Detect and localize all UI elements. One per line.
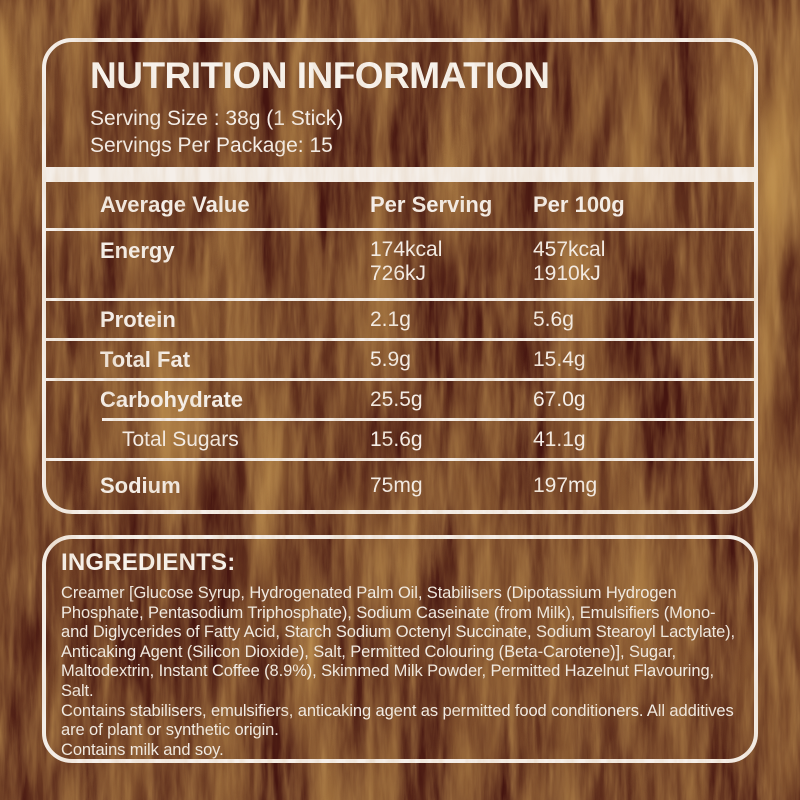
value-per-serving: 25.5g: [370, 387, 423, 411]
nutrition-panel: NUTRITION INFORMATION Serving Size : 38g…: [42, 38, 758, 514]
serving-size-text: Serving Size : 38g (1 Stick): [90, 106, 344, 130]
row-label: Protein: [100, 306, 176, 332]
column-header-average-value: Average Value: [100, 192, 250, 217]
row-label: Carbohydrate: [100, 386, 244, 412]
value-per-100g: 457kcal 1910kJ: [533, 238, 606, 285]
row-label: Energy: [100, 238, 175, 263]
nutrition-title: NUTRITION INFORMATION: [90, 55, 550, 96]
value-per-100g: 41.1g: [533, 427, 586, 451]
value-per-100g: 15.4g: [533, 347, 586, 371]
allergen-note: Contains milk and soy.: [61, 740, 224, 759]
value-per-100g: 197mg: [533, 473, 598, 497]
row-label-subitem: Total Sugars: [122, 427, 239, 451]
servings-per-package-text: Servings Per Package: 15: [90, 133, 333, 157]
value-per-serving: 2.1g: [370, 307, 411, 331]
value-per-serving: 15.6g: [370, 427, 423, 451]
table-column-header-row: Average Value Per Serving Per 100g: [46, 182, 754, 228]
ingredients-composition-text: Creamer [Glucose Syrup, Hydrogenated Pal…: [61, 584, 736, 700]
row-label: Sodium: [100, 472, 181, 498]
row-label: Total Fat: [100, 346, 191, 372]
column-header-per-serving: Per Serving: [370, 192, 493, 217]
ingredients-panel: INGREDIENTS: Creamer [Glucose Syrup, Hyd…: [42, 535, 758, 763]
ingredients-title: INGREDIENTS:: [61, 549, 236, 576]
nutrition-table: Average Value Per Serving Per 100g Energ…: [46, 182, 754, 510]
table-row-protein: Protein 2.1g 5.6g: [46, 301, 754, 338]
table-row-energy: Energy 174kcal 726kJ 457kcal 1910kJ: [46, 231, 754, 298]
nutrition-header: NUTRITION INFORMATION Serving Size : 38g…: [46, 42, 754, 167]
food-conditioners-note: Contains stabilisers, emulsifiers, antic…: [61, 701, 734, 740]
table-row-total-sugars: Total Sugars 15.6g 41.1g: [46, 421, 754, 458]
value-per-100g: 67.0g: [533, 387, 586, 411]
value-per-serving: 5.9g: [370, 347, 411, 371]
header-table-divider: [46, 167, 754, 182]
value-per-100g: 5.6g: [533, 307, 574, 331]
table-row-sodium: Sodium 75mg 197mg: [46, 461, 754, 510]
column-header-per-100g: Per 100g: [533, 192, 625, 217]
value-per-serving: 75mg: [370, 473, 423, 497]
value-per-serving: 174kcal 726kJ: [370, 238, 443, 285]
table-row-carbohydrate: Carbohydrate 25.5g 67.0g: [46, 381, 754, 418]
table-row-total-fat: Total Fat 5.9g 15.4g: [46, 341, 754, 378]
